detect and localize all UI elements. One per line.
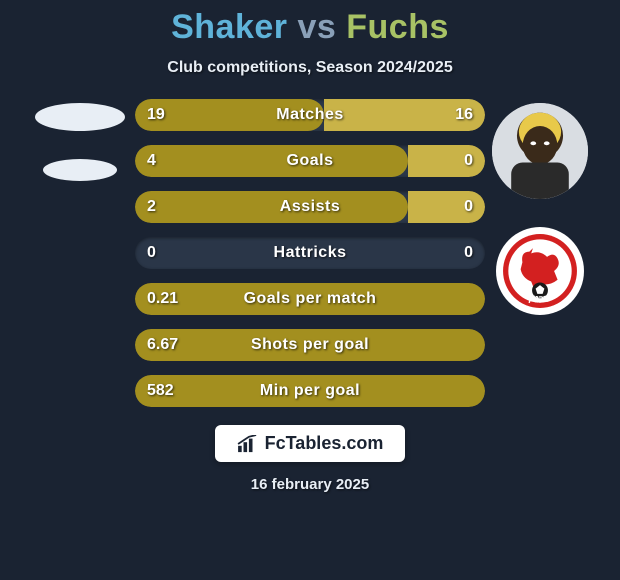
right-avatar-column: סכנין xyxy=(485,99,595,407)
stat-value-left: 2 xyxy=(147,198,156,216)
stat-row: 0.21 Goals per match xyxy=(135,283,485,315)
stat-value-right: 0 xyxy=(464,152,473,170)
stat-bar-left-fill xyxy=(135,191,408,223)
brand-badge: FcTables.com xyxy=(215,425,406,462)
stat-row: 2 Assists 0 xyxy=(135,191,485,223)
title-player1: Shaker xyxy=(171,8,287,46)
stat-value-right: 16 xyxy=(455,106,473,124)
stat-label: Min per goal xyxy=(260,382,360,400)
title-vs: vs xyxy=(297,8,336,46)
stat-row: 582 Min per goal xyxy=(135,375,485,407)
subtitle: Club competitions, Season 2024/2025 xyxy=(167,59,452,77)
stat-bar-right-fill xyxy=(408,191,485,223)
title: Shaker vs Fuchs xyxy=(171,8,449,47)
stat-row: 0 Hattricks 0 xyxy=(135,237,485,269)
player2-silhouette-icon xyxy=(492,103,588,199)
player1-club-placeholder xyxy=(43,159,117,181)
stat-value-left: 0.21 xyxy=(147,290,178,308)
player2-club-logo: סכנין xyxy=(496,227,584,315)
brand-text: FcTables.com xyxy=(265,433,384,454)
stat-bar-left-fill xyxy=(135,145,408,177)
stat-value-left: 4 xyxy=(147,152,156,170)
stat-label: Goals xyxy=(287,152,334,170)
stat-label: Assists xyxy=(280,198,340,216)
stat-label: Hattricks xyxy=(274,244,347,262)
player2-avatar xyxy=(492,103,588,199)
stat-row: 19 Matches 16 xyxy=(135,99,485,131)
stat-value-left: 582 xyxy=(147,382,174,400)
left-avatar-column xyxy=(25,99,135,407)
stats-area: 19 Matches 16 4 Goals 0 2 Assists 0 0 Hattricks 0 0.… xyxy=(0,99,620,407)
stat-label: Matches xyxy=(276,106,344,124)
stat-value-left: 6.67 xyxy=(147,336,178,354)
date-text: 16 february 2025 xyxy=(251,476,369,493)
stat-bars: 19 Matches 16 4 Goals 0 2 Assists 0 0 Hattricks 0 0.… xyxy=(135,99,485,407)
stat-value-left: 0 xyxy=(147,244,156,262)
stat-label: Shots per goal xyxy=(251,336,369,354)
stat-row: 6.67 Shots per goal xyxy=(135,329,485,361)
stat-value-left: 19 xyxy=(147,106,165,124)
stat-bar-right-fill xyxy=(408,145,485,177)
chart-icon xyxy=(237,435,259,453)
stat-value-right: 0 xyxy=(464,198,473,216)
title-player2: Fuchs xyxy=(346,8,449,46)
svg-text:סכנין: סכנין xyxy=(527,292,552,306)
club-logo-icon: סכנין xyxy=(496,227,584,315)
stat-value-right: 0 xyxy=(464,244,473,262)
infographic-container: Shaker vs Fuchs Club competitions, Seaso… xyxy=(0,0,620,580)
stat-label: Goals per match xyxy=(244,290,377,308)
stat-row: 4 Goals 0 xyxy=(135,145,485,177)
player1-avatar-placeholder xyxy=(35,103,125,131)
